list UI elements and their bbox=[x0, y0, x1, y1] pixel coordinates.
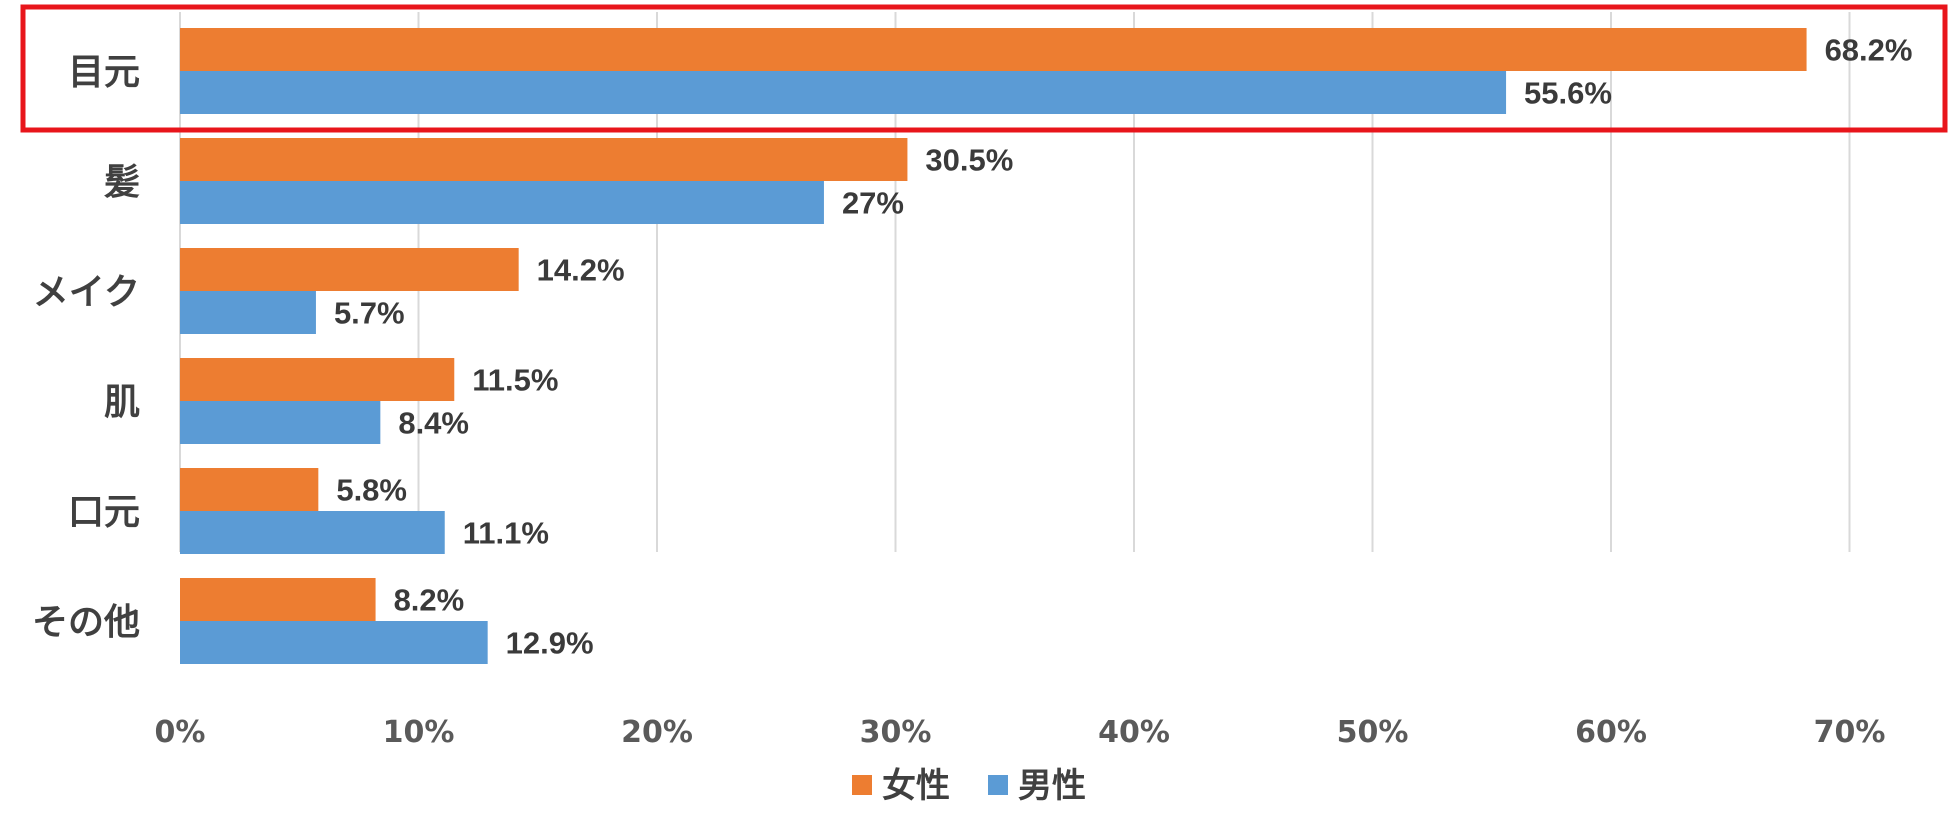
legend-label-male: 男性 bbox=[1018, 766, 1086, 806]
data-label: 55.6% bbox=[1524, 76, 1612, 111]
data-label: 30.5% bbox=[925, 143, 1013, 178]
data-label: 11.1% bbox=[463, 516, 549, 551]
x-tick-label: 40% bbox=[1098, 715, 1170, 750]
category-label: 肌 bbox=[104, 382, 140, 423]
bar-female bbox=[180, 28, 1807, 71]
x-tick-label: 20% bbox=[621, 715, 693, 750]
bar-female bbox=[180, 468, 319, 511]
category-label: メイク bbox=[33, 272, 140, 313]
bar-female bbox=[180, 138, 908, 181]
category-label: 口元 bbox=[68, 492, 140, 533]
data-label: 5.7% bbox=[334, 296, 405, 331]
category-label: その他 bbox=[32, 602, 140, 643]
data-labels: 68.2% 55.6% 30.5% 27% 14.2% 5.7% 11.5%8.4% 5.8%… bbox=[334, 33, 1913, 661]
data-label: 14.2% bbox=[537, 253, 625, 288]
bar-female bbox=[180, 358, 455, 401]
x-tick-label: 60% bbox=[1575, 715, 1647, 750]
data-label: 68.2% bbox=[1825, 33, 1913, 68]
legend-swatch-female bbox=[852, 775, 872, 795]
x-tick-label: 10% bbox=[383, 715, 455, 750]
bar-male bbox=[180, 181, 824, 224]
category-label: 目元 bbox=[68, 52, 140, 93]
bar-male bbox=[180, 291, 316, 334]
bar-male bbox=[180, 511, 445, 554]
bar-female bbox=[180, 578, 376, 621]
legend-label-female: 女性 bbox=[882, 766, 950, 806]
data-label: 8.2% bbox=[394, 583, 465, 618]
x-tick-label: 50% bbox=[1337, 715, 1409, 750]
bar-female bbox=[180, 248, 519, 291]
x-tick-label: 0% bbox=[155, 715, 206, 750]
highlight-box bbox=[20, 4, 1948, 133]
legend: 女性 男性 bbox=[852, 766, 1086, 806]
data-label: 8.4% bbox=[398, 406, 469, 441]
x-tick-label: 30% bbox=[860, 715, 932, 750]
x-tick-label: 70% bbox=[1814, 715, 1886, 750]
highlight-rectangle bbox=[20, 4, 1948, 133]
x-axis-ticks: 0% 10% 20% 30% 40% 50% 60% 70% bbox=[155, 715, 1886, 750]
bar-male bbox=[180, 621, 488, 664]
data-label: 5.8% bbox=[336, 473, 407, 508]
legend-swatch-male bbox=[988, 775, 1008, 795]
category-label: 髪 bbox=[104, 162, 140, 203]
bar-male bbox=[180, 71, 1507, 114]
bar-male bbox=[180, 401, 381, 444]
data-label: 27% bbox=[842, 186, 904, 221]
data-label: 12.9% bbox=[506, 626, 594, 661]
data-label: 11.5% bbox=[472, 363, 558, 398]
bars bbox=[180, 28, 1807, 664]
